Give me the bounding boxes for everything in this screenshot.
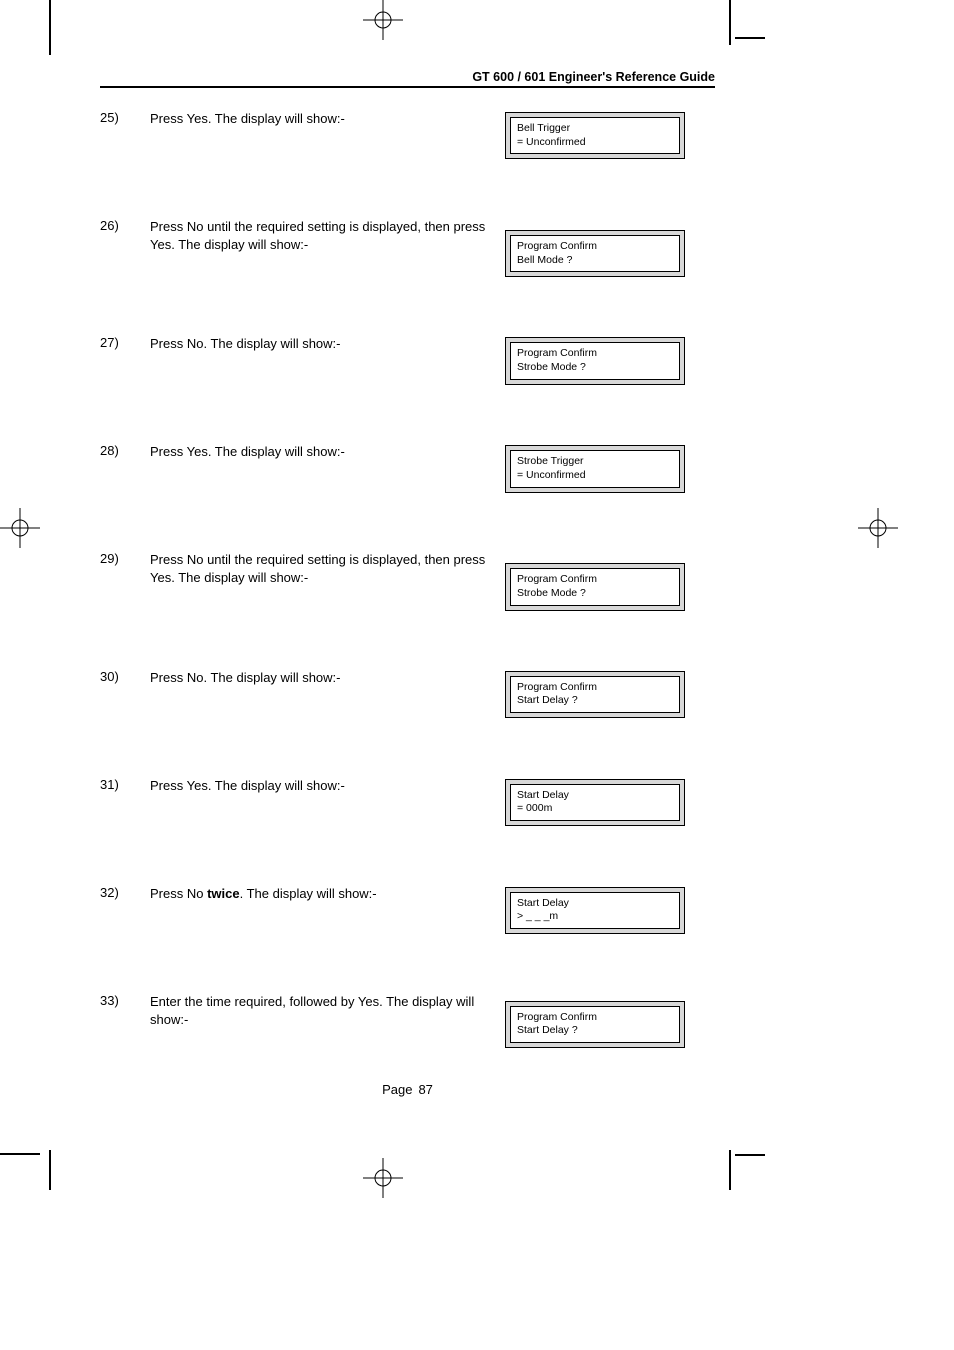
step-instruction: Press No twice. The display will show:- [150,885,505,903]
register-mark-bottom [363,1158,403,1198]
lcd-line-1: Program Confirm [517,681,673,695]
step-number: 29) [100,551,150,566]
lcd-line-2: = Unconfirmed [517,136,673,150]
page-header-title: GT 600 / 601 Engineer's Reference Guide [100,70,715,84]
lcd-line-2: = Unconfirmed [517,469,673,483]
lcd-display: Program Confirm Strobe Mode ? [505,337,685,384]
display-wrap: Strobe Trigger = Unconfirmed [505,443,697,492]
lcd-line-1: Program Confirm [517,1011,673,1025]
register-mark-top [363,0,403,40]
step-row: 26) Press No until the required setting … [100,218,715,277]
lcd-inner: Program Confirm Bell Mode ? [510,235,680,272]
display-wrap: Start Delay > _ _ _m [505,885,697,934]
crop-mark-bottom-right [705,1135,765,1190]
lcd-display: Start Delay > _ _ _m [505,887,685,934]
step-number: 28) [100,443,150,458]
lcd-line-1: Program Confirm [517,240,673,254]
content-body: 25) Press Yes. The display will show:- B… [100,110,715,1106]
lcd-inner: Start Delay > _ _ _m [510,892,680,929]
step-number: 31) [100,777,150,792]
display-wrap: Program Confirm Start Delay ? [505,669,697,718]
text-after: . The display will show:- [240,886,377,901]
lcd-line-1: Bell Trigger [517,122,673,136]
lcd-line-1: Start Delay [517,789,673,803]
step-instruction: Press Yes. The display will show:- [150,110,505,128]
lcd-display: Start Delay = 000m [505,779,685,826]
text-before: Press No [150,886,207,901]
lcd-display: Strobe Trigger = Unconfirmed [505,445,685,492]
register-mark-left [0,508,40,548]
step-number: 27) [100,335,150,350]
lcd-line-2: > _ _ _m [517,910,673,924]
page-number-value: 87 [418,1082,432,1097]
step-row: 27) Press No. The display will show:- Pr… [100,335,715,385]
step-row: 32) Press No twice. The display will sho… [100,885,715,935]
lcd-line-2: Start Delay ? [517,1024,673,1038]
step-instruction: Press No until the required setting is d… [150,551,505,587]
lcd-inner: Strobe Trigger = Unconfirmed [510,450,680,487]
crop-mark-top-right [705,0,765,55]
crop-mark-top-left [45,0,75,55]
lcd-display: Program Confirm Start Delay ? [505,1001,685,1048]
step-row: 31) Press Yes. The display will show:- S… [100,777,715,827]
step-number: 30) [100,669,150,684]
page-number: Page 87 [100,1082,715,1097]
step-number: 26) [100,218,150,233]
page-container: GT 600 / 601 Engineer's Reference Guide … [0,0,954,1350]
lcd-line-2: Start Delay ? [517,694,673,708]
display-wrap: Start Delay = 000m [505,777,697,826]
lcd-display: Program Confirm Strobe Mode ? [505,563,685,610]
lcd-line-2: Bell Mode ? [517,254,673,268]
lcd-display: Program Confirm Start Delay ? [505,671,685,718]
lcd-display: Program Confirm Bell Mode ? [505,230,685,277]
lcd-display: Bell Trigger = Unconfirmed [505,112,685,159]
lcd-inner: Bell Trigger = Unconfirmed [510,117,680,154]
header-rule [100,86,715,88]
lcd-inner: Program Confirm Start Delay ? [510,676,680,713]
lcd-inner: Start Delay = 000m [510,784,680,821]
step-instruction: Press Yes. The display will show:- [150,443,505,461]
step-number: 25) [100,110,150,125]
lcd-line-2: Strobe Mode ? [517,361,673,375]
crop-mark-bottom-left [45,1135,85,1190]
step-instruction: Press No until the required setting is d… [150,218,505,254]
step-row: 30) Press No. The display will show:- Pr… [100,669,715,719]
step-instruction: Press No. The display will show:- [150,669,505,687]
display-wrap: Program Confirm Strobe Mode ? [505,335,697,384]
display-wrap: Program Confirm Start Delay ? [505,993,697,1048]
step-row: 28) Press Yes. The display will show:- S… [100,443,715,493]
lcd-inner: Program Confirm Strobe Mode ? [510,342,680,379]
page-number-label: Page [382,1082,412,1097]
lcd-line-1: Strobe Trigger [517,455,673,469]
step-number: 32) [100,885,150,900]
step-row: 25) Press Yes. The display will show:- B… [100,110,715,160]
lcd-inner: Program Confirm Start Delay ? [510,1006,680,1043]
lcd-inner: Program Confirm Strobe Mode ? [510,568,680,605]
crop-mark-bottom-left-h [0,1152,45,1157]
step-instruction: Enter the time required, followed by Yes… [150,993,505,1029]
step-row: 29) Press No until the required setting … [100,551,715,610]
display-wrap: Bell Trigger = Unconfirmed [505,110,697,159]
lcd-line-2: Strobe Mode ? [517,587,673,601]
lcd-line-1: Program Confirm [517,347,673,361]
lcd-line-2: = 000m [517,802,673,816]
register-mark-right [858,508,898,548]
step-number: 33) [100,993,150,1008]
step-instruction: Press Yes. The display will show:- [150,777,505,795]
text-bold: twice [207,886,240,901]
lcd-line-1: Program Confirm [517,573,673,587]
display-wrap: Program Confirm Strobe Mode ? [505,551,697,610]
display-wrap: Program Confirm Bell Mode ? [505,218,697,277]
step-instruction: Press No. The display will show:- [150,335,505,353]
lcd-line-1: Start Delay [517,897,673,911]
step-row: 33) Enter the time required, followed by… [100,993,715,1048]
